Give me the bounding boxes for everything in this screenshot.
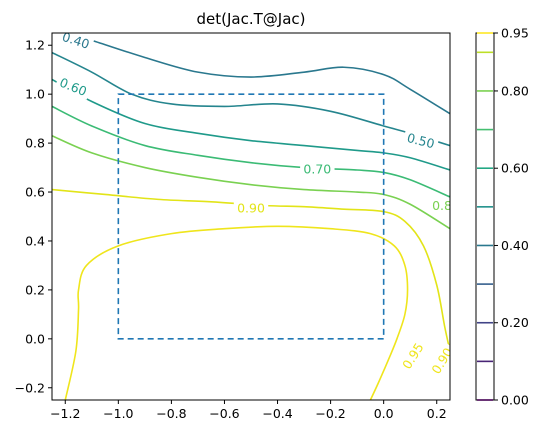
contour-line-0-95 [64,225,409,400]
contour-label-bg [402,128,440,152]
colorbar-tick-label: 0.40 [501,238,529,253]
contour-line-0-5 [52,51,450,147]
contour-line-0-9 [52,188,450,352]
x-tick-label: −0.4 [262,406,292,421]
dashed-region-box [117,93,385,340]
contour-label: 0.70 [303,161,331,176]
contour-line-0-4 [65,33,450,115]
contour-label: 0.50 [405,130,436,151]
contour-label-bg [428,197,450,213]
colorbar-tick-label: 0.95 [501,26,529,41]
colorbar-frame [475,32,495,401]
contour-label-group: 0.50 [402,128,440,152]
colorbar-tick-label: 0.00 [501,393,529,408]
x-tick-label: −1.2 [50,406,80,421]
contour-line-0-6 [52,78,450,171]
contour-label: 0.60 [58,75,89,99]
contour-label-bg [426,342,450,380]
contour-label-group: 0.70 [300,160,335,176]
contour-label: 0.40 [60,29,91,52]
contour-label-group: 0.90 [233,199,269,215]
x-tick-label: −0.8 [156,406,186,421]
colorbar-tick-label: 0.80 [501,83,529,98]
contour-line-0-8 [52,135,450,230]
x-tick-label: 0.2 [427,406,447,421]
x-tick-label: −1.0 [103,406,133,421]
contour-line-0-7 [52,105,450,198]
contour-label: 0.8 [432,198,452,213]
colorbar-tick-label: 0.60 [501,161,529,176]
y-tick-label: 1.0 [25,87,45,102]
contour-label: 0.90 [237,200,265,215]
y-tick-label: 0.2 [25,282,45,297]
contour-label-group: 0.60 [54,72,93,100]
colorbar: 0.00 0.20 0.40 0.60 0.80 0.95 [475,26,529,408]
chart-title: det(Jac.T@Jac) [197,10,306,28]
y-tick-label: 0.8 [25,136,45,151]
contour-label-bg [57,33,95,53]
x-tick-label: 0.0 [374,406,394,421]
y-tick-label: 0.0 [25,331,45,346]
y-axis: −0.2 0.0 0.2 0.4 0.6 0.8 1.0 1.2 [15,38,52,395]
plot-frame [51,32,451,401]
contour-label-bg [54,72,93,100]
contour-label-group: 0.40 [57,29,95,53]
contour-label: 0.90 [428,345,455,377]
y-tick-label: 0.4 [25,233,45,248]
x-tick-label: −0.2 [315,406,345,421]
contour-label-bg [396,337,428,375]
x-tick-label: −0.6 [209,406,239,421]
colorbar-tick-label: 0.20 [501,315,529,330]
contour-label-group: 0.95 [396,337,428,375]
contour-label-group: 0.90 [426,342,455,380]
y-tick-label: 1.2 [25,38,45,53]
x-axis: −1.2 −1.0 −0.8 −0.6 −0.4 −0.2 0.0 0.2 [50,400,447,421]
y-tick-label: −0.2 [15,380,45,395]
contour-label-bg [300,160,335,176]
contour-label-bg [233,199,269,215]
contour-label-group: 0.8 [428,197,452,213]
plot-content: 0.400.500.600.700.80.900.95 0.90 [52,29,455,400]
y-tick-label: 0.6 [25,185,45,200]
